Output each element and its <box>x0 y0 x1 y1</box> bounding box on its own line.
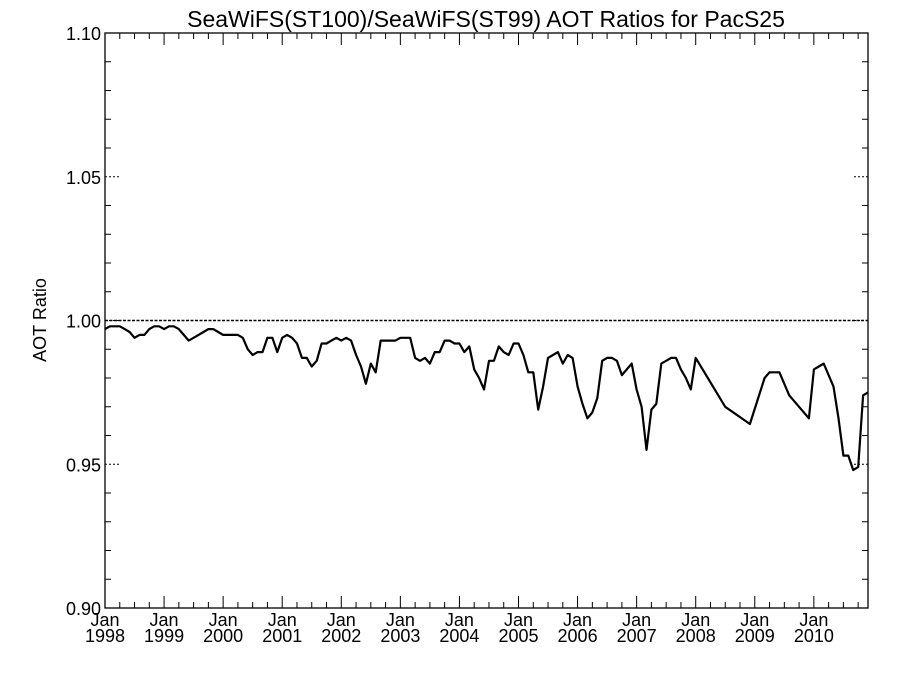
y-tick-label: 1.00 <box>66 312 101 332</box>
x-tick-label-month: Jan <box>622 610 651 630</box>
series-layer <box>104 319 869 472</box>
label-layer: 0.900.951.001.051.10Jan1998Jan1999Jan200… <box>66 24 834 646</box>
x-tick-label-year: 2006 <box>558 626 598 646</box>
y-tick-label: 0.90 <box>66 599 101 619</box>
x-tick-label-year: 2000 <box>203 626 243 646</box>
x-tick-label-year: 1999 <box>144 626 184 646</box>
x-tick-label-year: 2005 <box>498 626 538 646</box>
x-tick-label-month: Jan <box>740 610 769 630</box>
y-axis-label: AOT Ratio <box>30 278 50 362</box>
series-line <box>104 325 869 472</box>
x-tick-label-month: Jan <box>799 610 828 630</box>
x-tick-label-year: 2008 <box>676 626 716 646</box>
x-tick-label-year: 2004 <box>439 626 479 646</box>
y-tick-label: 0.95 <box>66 455 101 475</box>
x-tick-label-year: 1998 <box>85 626 125 646</box>
x-tick-label-year: 2002 <box>321 626 361 646</box>
y-tick-label: 1.05 <box>66 168 101 188</box>
chart-title: SeaWiFS(ST100)/SeaWiFS(ST99) AOT Ratios … <box>187 6 785 32</box>
x-tick-label-year: 2003 <box>380 626 420 646</box>
x-tick-label-month: Jan <box>386 610 415 630</box>
y-tick-label: 1.10 <box>66 24 101 44</box>
x-tick-label-month: Jan <box>563 610 592 630</box>
x-tick-label-month: Jan <box>150 610 179 630</box>
x-tick-label-month: Jan <box>445 610 474 630</box>
x-tick-label-month: Jan <box>268 610 297 630</box>
x-tick-label-month: Jan <box>90 610 119 630</box>
x-tick-label-year: 2007 <box>617 626 657 646</box>
x-tick-label-month: Jan <box>209 610 238 630</box>
x-tick-label-year: 2010 <box>794 626 834 646</box>
x-tick-label-month: Jan <box>327 610 356 630</box>
x-tick-label-month: Jan <box>681 610 710 630</box>
x-tick-label-year: 2001 <box>262 626 302 646</box>
x-tick-label-month: Jan <box>504 610 533 630</box>
x-tick-label-year: 2009 <box>735 626 775 646</box>
